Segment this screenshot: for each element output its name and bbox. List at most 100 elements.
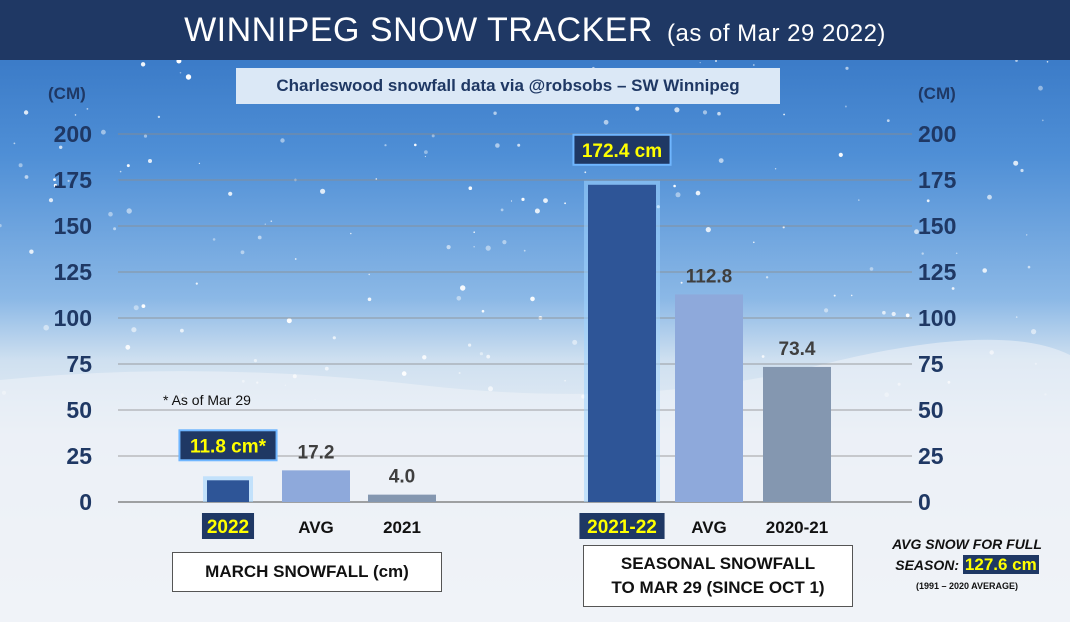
y-tick-label: 25 [66,443,92,469]
snowflake [332,336,336,340]
snowflake [926,199,930,203]
seasonal-label-line2: TO MAR 29 (SINCE OCT 1) [611,578,825,597]
category-label: 2020-21 [766,518,828,537]
y-axis-unit-left: (CM) [48,84,86,103]
snowflake [564,379,566,382]
snowflake [67,179,70,182]
snowflake [500,208,504,212]
snowflake [635,106,640,111]
snowflake [845,66,849,70]
snowflake [368,273,371,276]
snowflake [113,227,117,231]
snowflake [460,285,466,291]
title-date: (as of Mar 29 2022) [666,20,886,47]
snowflake [375,178,378,180]
snowflake [431,134,435,138]
snowflake [125,344,131,350]
snowflake [914,229,919,235]
y-tick-label: 200 [54,121,92,147]
snowflake [119,170,122,173]
snowflake [891,311,896,317]
snowflake [53,178,56,182]
snowflake [228,191,233,196]
snowflake [401,371,407,376]
snowflake [495,143,500,148]
snowflake [949,176,952,179]
avg-note-period: (1991 – 2020 AVERAGE) [915,581,1019,591]
y-tick-label: 150 [54,213,92,239]
value-label: 73.4 [779,339,816,360]
value-label: 17.2 [298,442,335,463]
y-tick-label: 0 [79,489,92,515]
snowflake [0,224,2,228]
snowflake [101,129,106,135]
y-tick-label: 150 [918,213,956,239]
snowflake [783,113,785,116]
snowflake [350,232,352,235]
snowflake [752,64,755,66]
snowflake [844,105,847,108]
title-text: WINNIPEG SNOW TRACKER [184,11,653,49]
snowflake [240,250,245,255]
snowflake [424,155,426,158]
snowflake [1026,234,1028,236]
page-title: WINNIPEG SNOW TRACKER (as of Mar 29 2022) [0,0,1070,60]
snowflake [850,294,853,297]
snowflake [543,198,548,204]
snowflake [869,267,874,271]
snowflake [280,138,285,143]
snowflake [141,304,146,308]
category-label-box [201,513,255,539]
snowflake [753,241,755,244]
snowflake [1041,119,1044,122]
snowflake [456,296,462,301]
snowflake [521,197,525,201]
snowflake [414,143,417,147]
snowflake [680,281,683,284]
snowflake [140,62,146,67]
y-tick-label: 0 [918,489,931,515]
snowflake [858,199,860,201]
snowflake [384,144,387,147]
snowflake [572,339,578,345]
bar-seasonal-avg [675,294,743,502]
snowflake [1027,265,1031,269]
snowflake [951,287,955,290]
y-tick-label: 50 [66,397,92,423]
snowflake [468,186,473,190]
snowflake [564,202,566,205]
snowflake [320,188,326,194]
snowflake [517,143,521,147]
snowflake [212,238,216,241]
snowflake [534,208,540,214]
y-tick-label: 175 [918,167,957,193]
snowflake [473,231,476,233]
bars [203,180,831,502]
seasonal-label-line1: SEASONAL SNOWFALL [620,554,816,573]
snowflake [1038,85,1043,91]
snowflake [838,152,843,157]
snowflake [185,74,192,80]
snowflake [458,372,461,374]
avg-note-line2: SEASON: 127.6 cm [864,555,1070,575]
snowflake [367,297,372,302]
value-label: 112.8 [686,266,733,287]
snowflake [133,305,139,311]
snowflake [530,296,535,302]
snowflake [673,184,676,188]
y-tick-label: 50 [918,397,944,423]
snowflake [510,200,513,202]
value-label-box [572,133,672,166]
bar-seasonal-2021-22 [588,184,656,502]
snowflake [424,150,428,155]
bar-seasonal-2020-21 [763,366,831,502]
snowflake [479,352,483,356]
snowflake [48,198,54,203]
snowflake [761,355,765,358]
y-tick-label: 100 [54,305,92,331]
snowflake [257,235,262,240]
snowflake [523,249,526,252]
snowflake [13,142,16,145]
bar-march-avg [282,470,350,502]
bar-march-2022 [207,480,249,502]
